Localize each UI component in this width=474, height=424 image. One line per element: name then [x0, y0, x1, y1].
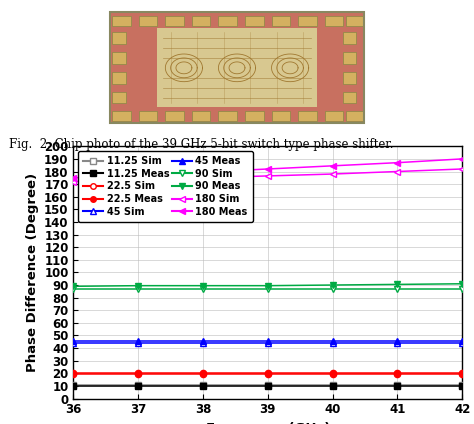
Bar: [298, 112, 317, 121]
Bar: [192, 17, 210, 26]
Bar: [245, 17, 264, 26]
Bar: [139, 112, 157, 121]
Bar: [317, 12, 365, 123]
Bar: [157, 28, 317, 107]
Bar: [343, 32, 356, 44]
Bar: [245, 112, 264, 121]
Bar: [109, 12, 365, 32]
Bar: [165, 112, 184, 121]
Bar: [343, 92, 356, 103]
Bar: [192, 112, 210, 121]
Bar: [109, 12, 157, 123]
Bar: [298, 17, 317, 26]
Bar: [109, 107, 365, 123]
Y-axis label: Phase Difference (Degree): Phase Difference (Degree): [26, 173, 38, 372]
Bar: [219, 112, 237, 121]
Bar: [325, 112, 343, 121]
Bar: [112, 72, 126, 84]
Bar: [139, 17, 157, 26]
Bar: [346, 112, 365, 121]
Bar: [272, 112, 290, 121]
Bar: [112, 52, 126, 64]
Bar: [272, 17, 290, 26]
Legend: 11.25 Sim, 11.25 Meas, 22.5 Sim, 22.5 Meas, 45 Sim, 45 Meas, 90 Sim, 90 Meas, 18: 11.25 Sim, 11.25 Meas, 22.5 Sim, 22.5 Me…: [78, 151, 253, 222]
Bar: [346, 17, 365, 26]
Text: Fig.  2. Chip photo of the 39 GHz 5-bit switch type phase shifter.: Fig. 2. Chip photo of the 39 GHz 5-bit s…: [9, 138, 394, 151]
Bar: [219, 17, 237, 26]
X-axis label: Frequency (GHz): Frequency (GHz): [206, 422, 330, 424]
Bar: [112, 32, 126, 44]
Bar: [325, 17, 343, 26]
Bar: [343, 52, 356, 64]
Bar: [343, 72, 356, 84]
Bar: [112, 17, 131, 26]
Bar: [112, 92, 126, 103]
Bar: [165, 17, 184, 26]
Bar: [112, 112, 131, 121]
